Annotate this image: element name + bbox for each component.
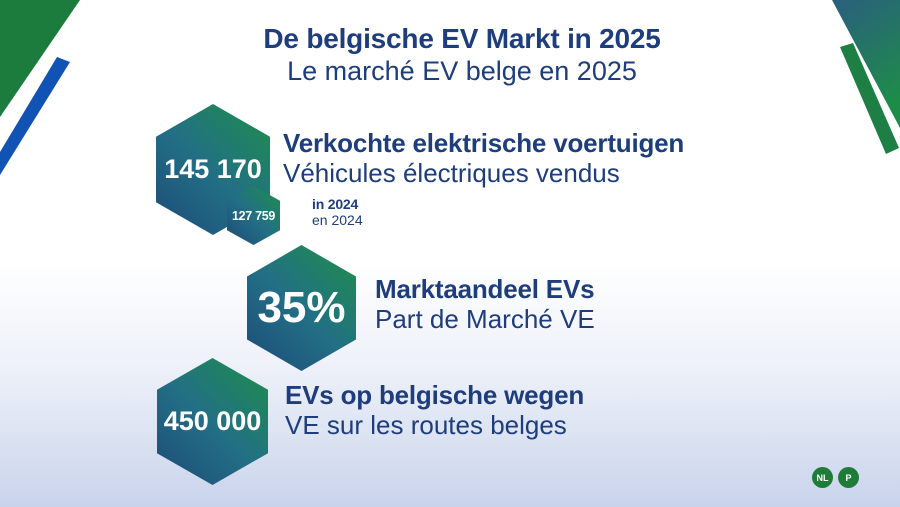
stat-label-market-share-nl: Marktaandeel EVs <box>375 274 595 304</box>
language-badge-p[interactable]: P <box>838 467 859 488</box>
stat-label-evs-on-road-fr: VE sur les routes belges <box>285 410 567 440</box>
page-subtitle: Le marché EV belge en 2025 <box>287 56 637 86</box>
stat-label-market-share-fr: Part de Marché VE <box>375 304 595 334</box>
stat-label-evs-on-road: EVs op belgische wegen VE sur les routes… <box>285 380 584 440</box>
previous-year-note-fr: en 2024 <box>312 212 363 228</box>
page-title: De belgische EV Markt in 2025 <box>263 23 661 54</box>
stat-label-evs-on-road-nl: EVs op belgische wegen <box>285 380 585 410</box>
stat-label-ev-sold-fr: Véhicules électriques vendus <box>283 158 620 188</box>
stat-value-ev-sold: 145 170 <box>164 154 262 184</box>
stat-label-ev-sold: Verkochte elektrische voertuigen Véhicul… <box>283 128 684 188</box>
previous-year-note-nl: in 2024 <box>312 196 359 212</box>
hexagon-evs-on-road: 450 000 <box>157 358 268 485</box>
stat-label-ev-sold-nl: Verkochte elektrische voertuigen <box>283 128 685 158</box>
page-header: De belgische EV Markt in 2025 Le marché … <box>12 22 900 86</box>
previous-year-note: in 2024 en 2024 <box>312 196 363 228</box>
language-badges: NL P <box>812 467 859 488</box>
hexagon-market-share: 35% <box>247 245 356 371</box>
language-badge-nl[interactable]: NL <box>812 467 833 488</box>
stat-value-market-share: 35% <box>257 283 346 332</box>
stat-value-ev-sold-previous: 127 759 <box>231 208 276 223</box>
stat-label-market-share: Marktaandeel EVs Part de Marché VE <box>375 274 595 334</box>
stat-value-evs-on-road: 450 000 <box>163 406 262 436</box>
